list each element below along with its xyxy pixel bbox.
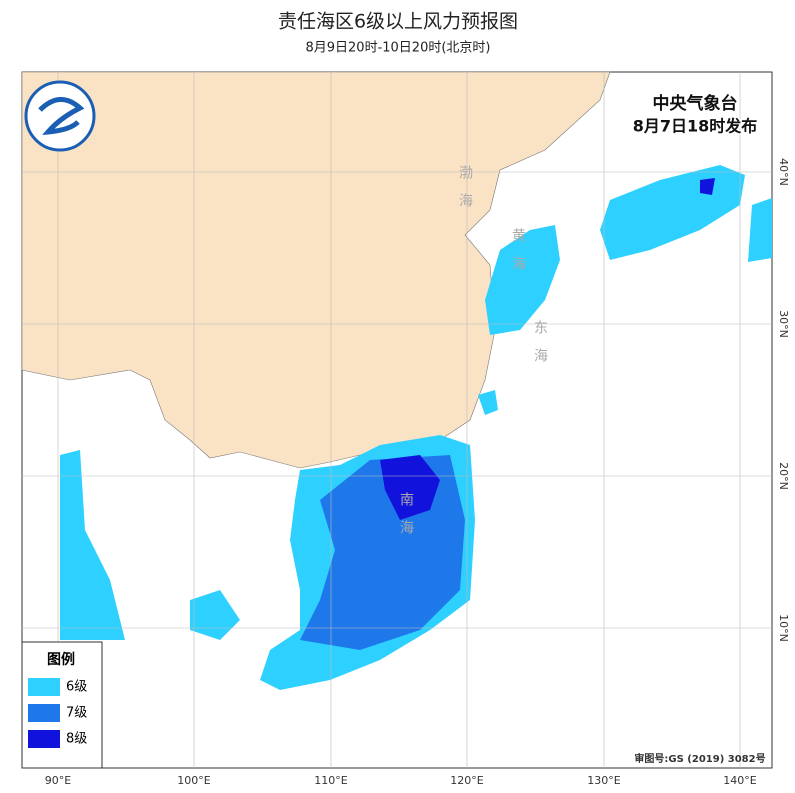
sea-label: 渤海 <box>457 165 473 221</box>
legend-item: 8级 <box>66 732 87 747</box>
legend: 图例 6级 7级 8级 <box>21 641 103 769</box>
issue-time: 8月7日18时发布 <box>633 117 758 136</box>
logo <box>24 80 96 152</box>
subtitle: 8月9日20时-10日20时(北京时) <box>305 41 490 56</box>
lat-label: 10°N <box>777 614 790 642</box>
title: 责任海区6级以上风力预报图 <box>278 11 518 33</box>
lat-label: 40°N <box>777 158 790 186</box>
lon-label: 110°E <box>314 774 347 787</box>
lon-label: 90°E <box>45 774 71 787</box>
legend-item: 6级 <box>66 680 87 695</box>
wind-level-8 <box>380 178 715 520</box>
sea-label: 黄海 <box>510 227 526 284</box>
issuer-name: 中央气象台 <box>653 93 738 114</box>
sea-label: 东海 <box>532 320 548 376</box>
lon-label: 100°E <box>177 774 210 787</box>
lon-label: 120°E <box>450 774 483 787</box>
sea-label: 南海 <box>398 492 414 548</box>
lat-label: 30°N <box>777 310 790 338</box>
map: 渤海 黄海 东海 南海 中央气象台 8月7日18时发布 图例 6级 7级 8级 … <box>21 71 773 769</box>
legend-item: 7级 <box>66 706 87 721</box>
lon-label: 140°E <box>723 774 756 787</box>
legend-title: 图例 <box>47 651 75 668</box>
approval: 审图号:GS (2019) 3082号 <box>634 752 765 765</box>
lat-label: 20°N <box>777 462 790 490</box>
lon-label: 130°E <box>587 774 620 787</box>
